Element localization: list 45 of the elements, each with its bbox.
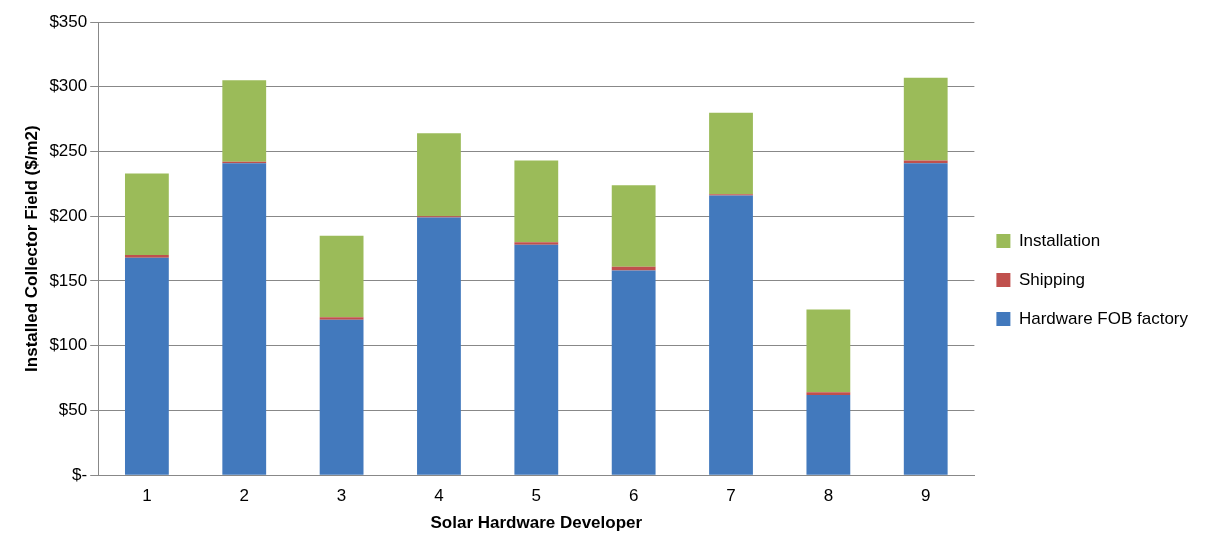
y-tick-label: $200 (49, 205, 88, 225)
legend-label: Shipping (1018, 269, 1086, 289)
bar (903, 163, 948, 475)
bar (222, 80, 267, 162)
x-tick-label: 8 (823, 486, 834, 506)
y-tick-label: $- (72, 464, 88, 484)
y-tick-label: $100 (49, 335, 88, 355)
x-tick-label: 3 (336, 486, 347, 506)
y-tick-label: $150 (49, 270, 88, 290)
bar (611, 266, 656, 271)
bar (806, 394, 851, 475)
bar (124, 173, 169, 256)
x-tick-label: 4 (434, 486, 444, 506)
x-tick-label: 1 (142, 486, 152, 506)
bar (514, 160, 559, 243)
bar (709, 112, 753, 195)
bar (319, 235, 364, 318)
bar (417, 133, 461, 217)
x-tick-label: 6 (628, 486, 639, 506)
bar (319, 317, 364, 320)
bar (124, 255, 169, 258)
bar (611, 185, 656, 267)
bar (514, 244, 559, 475)
legend-label: Hardware FOB factory (1018, 308, 1189, 328)
x-tick-label: 9 (920, 486, 931, 506)
y-tick-label: $250 (49, 141, 88, 161)
y-tick-label: $50 (58, 400, 88, 420)
legend-label: Installation (1018, 230, 1101, 250)
bar (124, 257, 169, 475)
y-axis-title: Installed Collector Field ($/m2) (21, 125, 41, 372)
bar (611, 270, 656, 475)
bar (417, 217, 461, 475)
x-tick-label: 5 (531, 486, 542, 506)
bar (806, 309, 851, 393)
x-tick-label: 7 (726, 486, 736, 506)
x-tick-label: 2 (239, 486, 249, 506)
bar (709, 195, 753, 475)
x-axis-title: Solar Hardware Developer (430, 513, 643, 533)
y-tick-label: $350 (49, 11, 88, 31)
bar (903, 77, 948, 161)
bar (806, 392, 851, 395)
bar (222, 163, 267, 475)
bar (514, 242, 559, 245)
y-tick-label: $300 (49, 76, 88, 96)
bar (319, 319, 364, 475)
